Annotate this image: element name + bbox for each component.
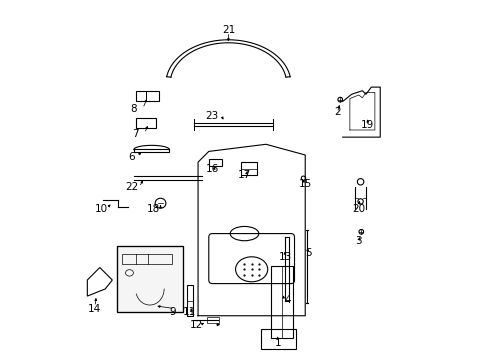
Text: 2: 2	[333, 107, 340, 117]
Text: 5: 5	[305, 248, 311, 258]
Text: 23: 23	[205, 111, 219, 121]
Polygon shape	[134, 149, 169, 152]
Text: 13: 13	[278, 252, 292, 262]
Bar	[208, 158, 222, 166]
Text: 20: 20	[351, 203, 365, 213]
Text: 12: 12	[189, 320, 203, 330]
Text: 11: 11	[182, 307, 195, 317]
Text: 14: 14	[88, 303, 101, 314]
Bar	[187, 285, 192, 316]
Text: 9: 9	[169, 307, 176, 317]
Bar	[260, 329, 296, 348]
Bar	[241, 162, 257, 175]
Text: 8: 8	[130, 104, 137, 113]
Text: 19: 19	[360, 120, 374, 130]
Text: 15: 15	[298, 179, 311, 189]
Text: 4: 4	[284, 295, 290, 305]
Text: 7: 7	[132, 129, 139, 139]
Bar	[122, 254, 172, 264]
Text: 16: 16	[205, 164, 219, 174]
Text: 18: 18	[146, 203, 160, 213]
Text: 21: 21	[222, 25, 235, 35]
FancyBboxPatch shape	[117, 246, 183, 312]
Text: 10: 10	[95, 203, 108, 213]
Text: 6: 6	[128, 152, 135, 162]
Bar	[271, 266, 292, 338]
Text: 22: 22	[125, 182, 138, 192]
Text: 1: 1	[275, 338, 281, 347]
Text: 3: 3	[355, 236, 362, 246]
Bar	[206, 317, 219, 323]
Bar	[135, 91, 159, 102]
Text: 17: 17	[237, 170, 251, 180]
Bar	[136, 118, 156, 128]
